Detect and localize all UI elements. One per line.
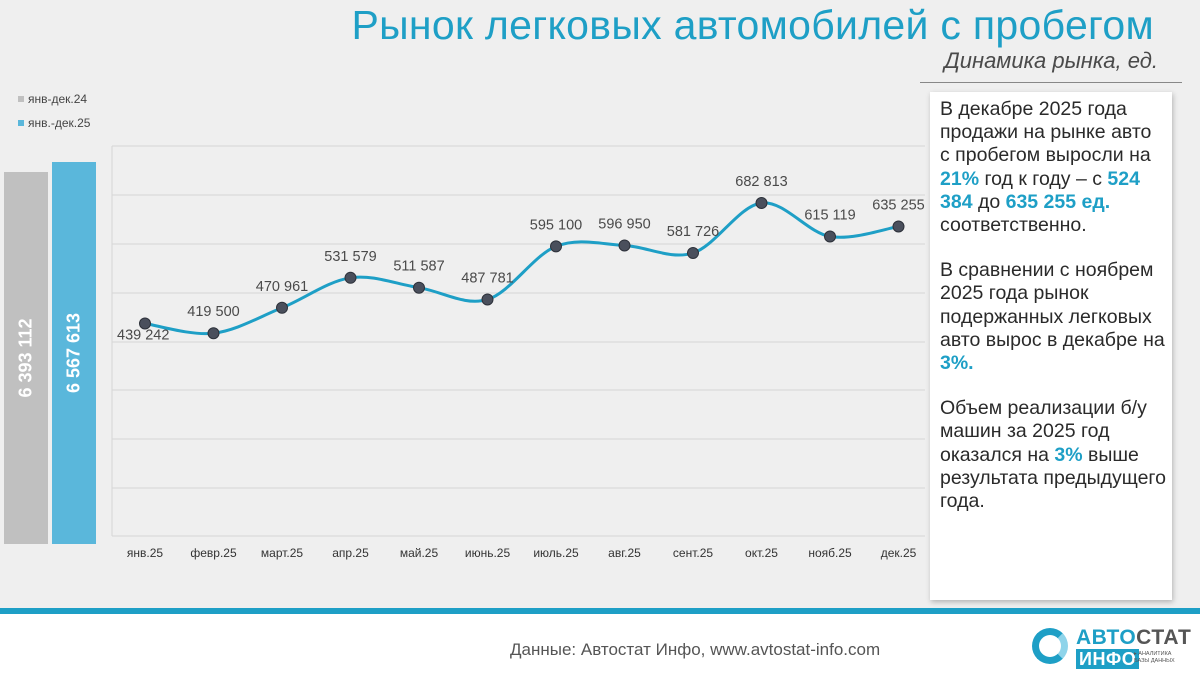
data-label: 595 100: [530, 217, 582, 233]
series-line: [144, 201, 899, 336]
data-point: [824, 230, 836, 243]
data-label: 682 813: [735, 174, 787, 190]
commentary-box: В декабре 2025 года продажи на рынке авт…: [930, 92, 1172, 600]
data-label: 511 587: [393, 259, 444, 275]
data-label: 531 579: [324, 249, 376, 265]
data-point: [344, 271, 357, 284]
x-tick-label: март.25: [261, 546, 304, 560]
legend-swatch-2025: [18, 120, 24, 126]
data-label: 581 726: [667, 224, 719, 240]
logo-ring-icon: [1032, 628, 1068, 664]
data-label: 596 950: [598, 216, 650, 232]
logo-wordmark: АВТОСТАТ: [1076, 626, 1192, 649]
legend-label-2024: янв-дек.24: [28, 92, 88, 106]
data-point: [755, 197, 768, 209]
chart-title: Рынок легковых автомобилей с пробегом: [351, 2, 1154, 48]
x-tick-label: май.25: [400, 546, 439, 560]
x-tick-label: янв.25: [127, 546, 164, 560]
source-note: Данные: Автостат Инфо, www.avtostat-info…: [510, 640, 881, 659]
data-label: 615 119: [804, 207, 855, 223]
x-tick-label: нояб.25: [808, 546, 852, 560]
legend-label-2025: янв.-дек.25: [28, 116, 91, 130]
footer-divider: [0, 608, 1200, 614]
data-point: [892, 220, 905, 233]
data-point: [276, 301, 288, 314]
data-label: 439 242: [117, 327, 169, 343]
data-point: [687, 247, 699, 260]
subtitle-underline: [920, 82, 1182, 83]
total-bar-2024: 6 393 112: [4, 172, 48, 544]
x-tick-label: апр.25: [332, 546, 369, 560]
x-tick-label: июль.25: [533, 546, 579, 560]
chart-subtitle: Динамика рынка, ед.: [944, 48, 1158, 73]
data-point: [618, 239, 631, 252]
logo-info: ИНФО: [1076, 649, 1140, 669]
footer: Данные: Автостат Инфо, www.avtostat-info…: [0, 614, 1200, 680]
legend-swatch-2024: [18, 96, 24, 102]
data-label: 470 961: [256, 279, 308, 295]
legend-item-2025: янв.-дек.25: [18, 116, 90, 130]
x-tick-label: февр.25: [190, 546, 237, 560]
commentary-paragraph-1: В декабре 2025 года продажи на рынке авт…: [940, 98, 1152, 237]
total-bar-2025: 6 567 613: [52, 162, 96, 544]
commentary-paragraph-3: Объем реализации б/у машин за 2025 год о…: [940, 397, 1166, 513]
data-label: 487 781: [461, 270, 513, 286]
legend: янв-дек.24 янв.-дек.25: [18, 92, 90, 140]
data-point: [207, 327, 220, 340]
data-label: 419 500: [187, 304, 239, 320]
line-chart: янв.25 февр.25 март.25 апр.25 май.25 июнь.25 и…: [111, 145, 925, 560]
data-point: [550, 240, 562, 253]
legend-item-2024: янв-дек.24: [18, 92, 90, 106]
avtostat-logo: АВТОСТАТ ИНФО ▸ АНАЛИТИКА БАЗЫ ДАННЫХ: [1032, 624, 1192, 674]
data-point: [139, 317, 151, 330]
data-point: [481, 293, 494, 306]
x-tick-label: сент.25: [673, 546, 713, 560]
x-tick-label: авг.25: [608, 546, 641, 560]
data-point: [413, 281, 425, 294]
commentary-paragraph-2: В сравнении с ноябрем 2025 года рынок по…: [940, 259, 1165, 375]
logo-tagline: ▸ АНАЛИТИКА БАЗЫ ДАННЫХ: [1134, 651, 1175, 664]
x-tick-label: июнь.25: [465, 546, 511, 560]
x-tick-label: дек.25: [881, 546, 917, 560]
x-tick-label: окт.25: [745, 546, 778, 560]
data-label: 635 255: [872, 198, 924, 214]
